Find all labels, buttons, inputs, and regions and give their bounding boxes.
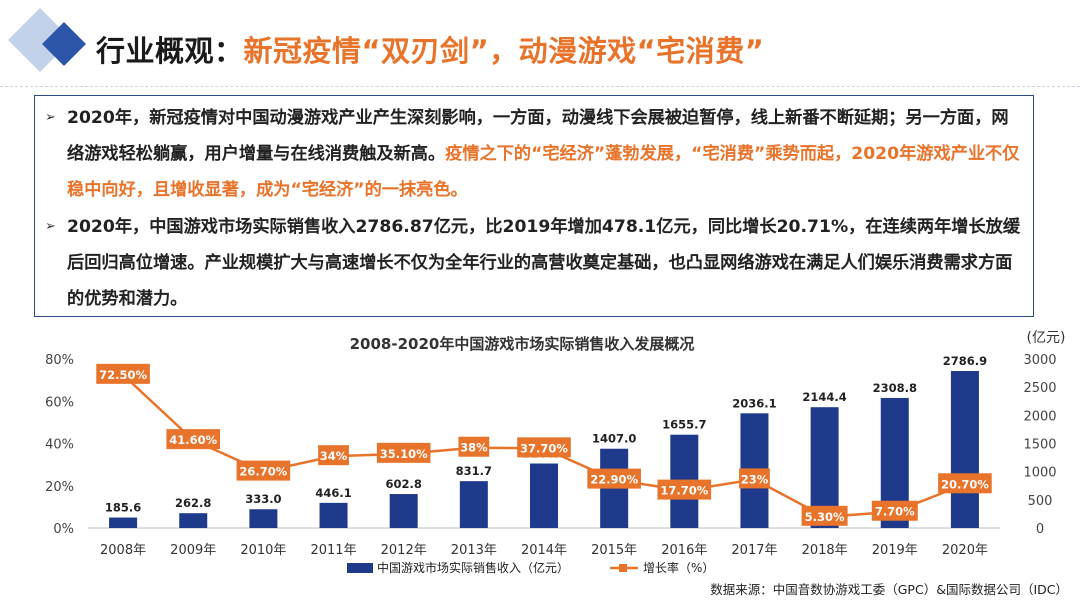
left-axis-tick-label: 0%: [53, 522, 74, 537]
growth-data-label: 37.70%: [520, 441, 568, 455]
x-axis-tick-label: 2012年: [381, 543, 427, 558]
bar-data-label: 2308.8: [873, 381, 917, 395]
chart-title: 2008-2020年中国游戏市场实际销售收入发展概况: [350, 335, 695, 353]
left-axis-tick-label: 40%: [45, 438, 74, 453]
legend-line-label: 增长率（%）: [643, 560, 714, 575]
x-axis-tick-label: 2010年: [240, 543, 286, 558]
growth-data-label: 35.10%: [380, 447, 428, 461]
bar-data-label: 602.8: [385, 477, 421, 491]
bar-revenue: [389, 494, 418, 528]
x-axis-tick-label: 2013年: [451, 543, 497, 558]
legend-bar-label: 中国游戏市场实际销售收入（亿元）: [377, 560, 569, 575]
bar-data-label: 1407.0: [592, 432, 636, 446]
right-axis-tick-label: 3000: [1023, 353, 1056, 368]
right-axis-tick-label: 2000: [1023, 409, 1056, 424]
growth-data-label: 34%: [320, 449, 348, 463]
growth-data-label: 38%: [460, 441, 488, 455]
x-axis-tick-label: 2011年: [310, 543, 356, 558]
revenue-growth-chart: 2008-2020年中国游戏市场实际销售收入发展概况 (亿元) 0% 20% 40%…: [45, 330, 1068, 597]
growth-data-label: 22.90%: [590, 473, 638, 487]
x-axis-tick-label: 2017年: [731, 543, 777, 558]
growth-data-label: 7.70%: [875, 505, 915, 519]
growth-data-label: 72.50%: [99, 368, 147, 382]
growth-label-box: [587, 468, 641, 489]
bar-data-label: 262.8: [175, 496, 211, 510]
bar-data-label: 831.7: [456, 464, 492, 478]
bar-revenue: [459, 481, 488, 528]
bar-data-label: 333.0: [245, 492, 281, 506]
right-axis-tick-label: 1500: [1023, 438, 1056, 453]
left-axis-tick-label: 80%: [45, 353, 74, 368]
x-axis-tick-label: 2016年: [661, 543, 707, 558]
bar-revenue: [179, 513, 208, 528]
growth-label-box: [376, 442, 431, 463]
bar-revenue: [249, 509, 278, 528]
x-axis-tick-label: 2018年: [802, 543, 848, 558]
growth-data-label: 41.60%: [169, 433, 217, 447]
intro-paragraph-1: ➢ 2020年，新冠疫情对中国动漫游戏产业产生深刻影响，一方面，动漫线下会展被迫…: [45, 100, 1025, 208]
bar-revenue: [319, 502, 348, 528]
paragraph-2-text: 2020年，中国游戏市场实际销售收入2786.87亿元，比2019年增加478.…: [67, 217, 1021, 309]
x-axis-tick-label: 2019年: [872, 543, 918, 558]
bullet-arrow-icon: ➢: [45, 110, 56, 125]
title-highlight: 新冠疫情“双刃剑”，动漫游戏“宅消费”: [243, 34, 765, 68]
bullet-arrow-icon: ➢: [45, 219, 56, 234]
bar-data-label: 1655.7: [662, 418, 706, 432]
right-axis-tick-label: 500: [1028, 494, 1053, 509]
bar-revenue: [109, 517, 138, 528]
growth-label-box: [739, 468, 770, 489]
left-axis-tick-label: 20%: [45, 480, 74, 495]
growth-label-box: [236, 460, 291, 481]
x-axis-tick-label: 2020年: [942, 543, 988, 558]
header-decoration: [8, 8, 86, 72]
right-axis-tick-label: 2500: [1023, 381, 1056, 396]
intro-textbox: ➢ 2020年，新冠疫情对中国动漫游戏产业产生深刻影响，一方面，动漫线下会展被迫…: [34, 95, 1034, 317]
legend-line-marker: [619, 564, 627, 572]
left-axis-tick-label: 60%: [45, 395, 74, 410]
growth-label-box: [657, 479, 712, 500]
right-axis-tick-label: 0: [1036, 522, 1044, 537]
x-axis-tick-label: 2009年: [170, 543, 216, 558]
data-source: 数据来源：中国音数协游戏工委（GPC）&国际数据公司（IDC）: [710, 582, 1068, 597]
growth-label-box: [458, 436, 490, 457]
growth-label-box: [517, 437, 571, 458]
growth-data-label: 23%: [741, 472, 769, 486]
bar-data-label: 2786.9: [943, 354, 987, 368]
bar-revenue: [530, 463, 558, 528]
intro-paragraph-2: ➢ 2020年，中国游戏市场实际销售收入2786.87亿元，比2019年增加47…: [45, 209, 1025, 317]
title-divider: [0, 86, 1080, 87]
growth-data-label: 26.70%: [239, 465, 287, 479]
bar-revenue: [950, 371, 979, 528]
legend-bar-swatch: [347, 563, 373, 573]
growth-data-label: 17.70%: [660, 484, 708, 498]
x-axis-tick-label: 2008年: [100, 543, 146, 558]
right-axis-unit: (亿元): [1027, 330, 1066, 346]
growth-data-label: 20.70%: [941, 477, 989, 491]
growth-label-box: [801, 505, 848, 526]
page-title: 行业概观：新冠疫情“双刃剑”，动漫游戏“宅消费”: [96, 28, 764, 70]
growth-label-box: [871, 500, 918, 521]
growth-label-box: [96, 363, 150, 384]
bar-data-label: 2036.1: [732, 396, 776, 410]
bar-data-label: 2144.4: [802, 390, 846, 404]
paragraph-1-highlight: 疫情之下的“宅经济”蓬勃发展，“宅消费”乘势而起，2020年游戏产业不仅稳中向好…: [67, 144, 1020, 200]
x-axis-tick-label: 2014年: [521, 543, 567, 558]
bar-data-label: 185.6: [105, 501, 141, 515]
bar-data-label: 446.1: [315, 486, 351, 500]
growth-data-label: 5.30%: [805, 510, 845, 524]
growth-label-box: [166, 429, 221, 450]
paragraph-1-text: 2020年，新冠疫情对中国动漫游戏产业产生深刻影响，一方面，动漫线下会展被迫暂停…: [67, 108, 1009, 164]
x-axis-tick-label: 2015年: [591, 543, 637, 558]
title-prefix: 行业概观：: [96, 34, 244, 68]
right-axis-tick-label: 1000: [1023, 466, 1056, 481]
growth-label-box: [938, 473, 992, 494]
growth-label-box: [318, 445, 349, 466]
